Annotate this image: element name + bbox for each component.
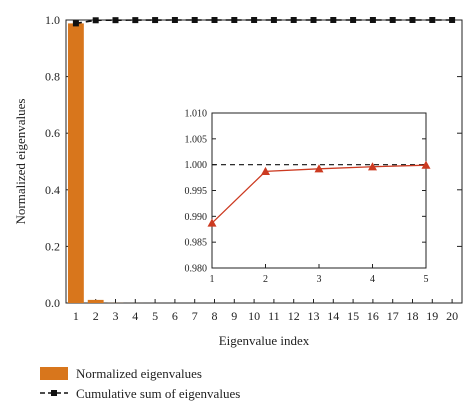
x-tick-label: 7 xyxy=(192,309,198,323)
x-tick-label: 5 xyxy=(152,309,158,323)
cumulative-point xyxy=(251,17,258,23)
inset-x-tick-label: 4 xyxy=(370,274,375,285)
x-tick-label: 15 xyxy=(347,309,359,323)
inset-y-tick-label: 1.005 xyxy=(185,134,208,145)
cumulative-line xyxy=(75,19,453,25)
inset-point xyxy=(207,218,217,227)
inset-y-tick-label: 0.985 xyxy=(185,238,208,249)
inset-y-tick-label: 1.010 xyxy=(185,109,208,120)
y-axis-label: Normalized eigenvalues xyxy=(13,99,28,225)
bar xyxy=(67,23,84,304)
cumulative-point xyxy=(270,17,277,23)
x-tick-label: 8 xyxy=(212,309,218,323)
inset-frame xyxy=(211,112,427,269)
x-axis-label: Eigenvalue index xyxy=(219,333,310,348)
y-tick-label: 0.4 xyxy=(45,183,60,197)
x-tick-label: 12 xyxy=(288,309,300,323)
legend: Normalized eigenvalues Cumulative sum of … xyxy=(40,366,240,401)
cumulative-point xyxy=(152,17,159,24)
bar xyxy=(87,299,104,303)
x-tick-label: 3 xyxy=(113,309,119,323)
y-tick-label: 0.2 xyxy=(45,239,60,253)
cumulative-point xyxy=(310,17,317,23)
cumulative-point xyxy=(429,17,436,23)
inset-chart: 0.980 0.985 0.990 0.995 1.000 1.005 1.010 1 2 3 4 5 xyxy=(185,109,431,285)
x-tick-label: 17 xyxy=(387,309,399,323)
cumulative-point xyxy=(449,17,456,23)
inset-y-tick-label: 0.995 xyxy=(185,186,208,197)
cumulative-point xyxy=(171,17,178,23)
inset-x-tick-label: 3 xyxy=(317,274,322,285)
cumulative-point xyxy=(290,17,297,23)
x-tick-label: 16 xyxy=(367,309,379,323)
inset-point xyxy=(421,160,431,169)
x-tick-label: 20 xyxy=(446,309,458,323)
cumulative-point xyxy=(330,17,337,23)
cumulative-point xyxy=(369,17,376,23)
legend-label-bar: Normalized eigenvalues xyxy=(76,366,202,381)
cumulative-point xyxy=(389,17,396,23)
inset-x-tick-label: 1 xyxy=(210,274,215,285)
x-tick-label: 4 xyxy=(132,309,138,323)
x-tick-label: 18 xyxy=(407,309,419,323)
y-tick-label: 0.0 xyxy=(45,296,60,310)
x-tick-label: 6 xyxy=(172,309,178,323)
main-chart: 0.00.20.40.60.81.01 2 3 4 5 6 7 8 9 10 11 12 13 14 15 1… xyxy=(13,13,463,348)
legend-label-line: Cumulative sum of eigenvalues xyxy=(76,386,240,401)
plot-frame xyxy=(65,19,463,304)
cumulative-point xyxy=(211,17,218,23)
inset-point xyxy=(261,166,270,175)
legend-swatch-marker xyxy=(51,390,57,396)
y-tick-label: 0.6 xyxy=(45,126,60,140)
x-tick-label: 1 xyxy=(73,309,79,323)
x-tick-label: 14 xyxy=(327,309,339,323)
cumulative-point xyxy=(231,17,238,23)
cumulative-point xyxy=(409,17,416,23)
cumulative-point xyxy=(132,17,139,24)
inset-x-tick-label: 2 xyxy=(263,274,268,285)
x-tick-label: 11 xyxy=(268,309,280,323)
cumulative-point xyxy=(72,20,79,27)
x-tick-label: 13 xyxy=(308,309,320,323)
inset-x-tick-label: 5 xyxy=(424,274,429,285)
x-tick-label: 10 xyxy=(248,309,260,323)
x-tick-label: 2 xyxy=(93,309,99,323)
cumulative-point xyxy=(350,17,357,23)
inset-point xyxy=(314,164,324,173)
inset-y-tick-label: 0.980 xyxy=(185,264,208,275)
x-tick-label: 9 xyxy=(231,309,237,323)
y-tick-label: 0.8 xyxy=(45,70,60,84)
y-tick-label: 1.0 xyxy=(45,13,60,27)
cumulative-point xyxy=(92,17,99,24)
inset-y-tick-label: 1.000 xyxy=(185,160,208,171)
inset-point xyxy=(368,162,377,171)
cumulative-point xyxy=(112,17,119,24)
inset-y-tick-label: 0.990 xyxy=(185,212,208,223)
legend-swatch-bar xyxy=(40,367,68,380)
x-tick-label: 19 xyxy=(426,309,438,323)
cumulative-point xyxy=(191,17,198,23)
